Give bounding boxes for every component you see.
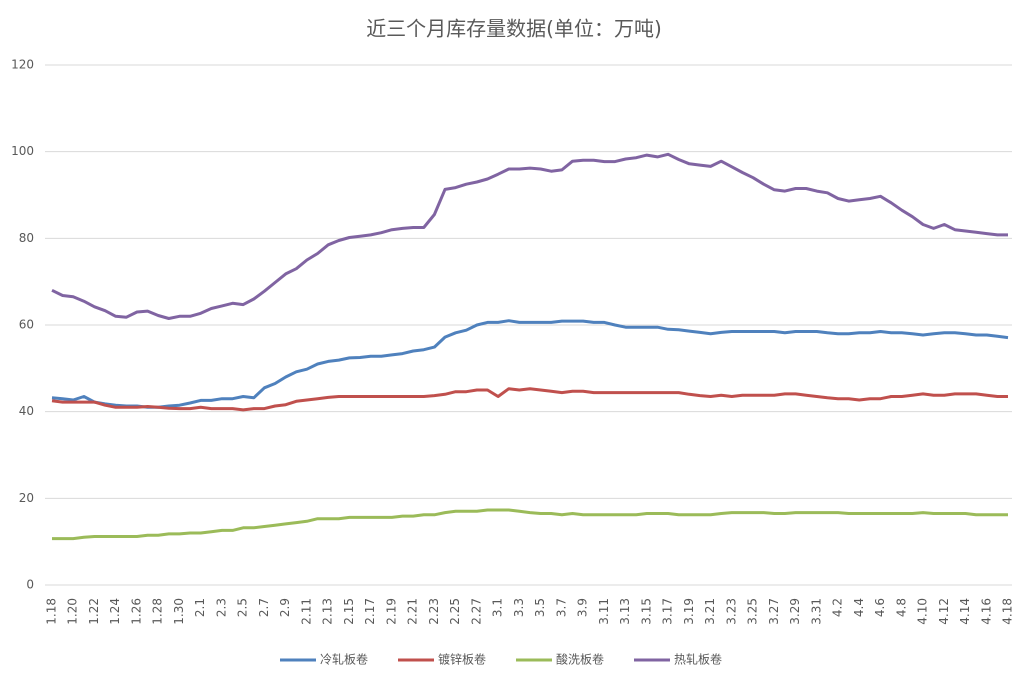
x-tick-label: 3.13 bbox=[618, 598, 632, 625]
x-tick-label: 3.21 bbox=[703, 598, 717, 625]
x-tick-label: 2.9 bbox=[278, 598, 292, 617]
x-tick-label: 3.29 bbox=[788, 598, 802, 625]
x-tick-label: 3.15 bbox=[639, 598, 653, 625]
x-tick-label: 4.14 bbox=[958, 598, 972, 625]
x-tick-label: 1.30 bbox=[172, 598, 186, 625]
series-line bbox=[52, 508, 1008, 541]
x-tick-label: 4.18 bbox=[1001, 598, 1015, 625]
x-tick-label: 1.26 bbox=[129, 598, 143, 625]
series-line bbox=[51, 387, 1008, 412]
x-tick-label: 1.24 bbox=[108, 598, 122, 625]
x-tick-label: 2.25 bbox=[448, 598, 462, 625]
x-tick-label: 3.31 bbox=[809, 598, 823, 625]
x-tick-label: 4.16 bbox=[979, 598, 993, 625]
x-tick-label: 2.11 bbox=[299, 598, 313, 625]
x-tick-label: 4.4 bbox=[852, 598, 866, 617]
legend-label: 酸洗板卷 bbox=[556, 652, 604, 667]
y-tick-label: 20 bbox=[19, 491, 34, 505]
x-tick-label: 4.8 bbox=[894, 598, 908, 617]
x-tick-label: 4.10 bbox=[916, 598, 930, 625]
x-tick-label: 2.23 bbox=[427, 598, 441, 625]
chart-title: 近三个月库存量数据(单位：万吨) bbox=[366, 17, 662, 41]
y-tick-label: 120 bbox=[11, 58, 34, 72]
x-tick-label: 1.22 bbox=[87, 598, 101, 625]
x-tick-label: 2.19 bbox=[384, 598, 398, 625]
x-tick-label: 2.1 bbox=[193, 598, 207, 617]
x-tick-label: 2.13 bbox=[321, 598, 335, 625]
x-tick-label: 2.17 bbox=[363, 598, 377, 625]
x-tick-label: 3.5 bbox=[533, 598, 547, 617]
x-tick-label: 2.21 bbox=[406, 598, 420, 625]
y-tick-label: 0 bbox=[26, 578, 34, 592]
x-tick-label: 3.27 bbox=[767, 598, 781, 625]
x-tick-label: 3.7 bbox=[554, 598, 568, 617]
x-tick-label: 3.3 bbox=[512, 598, 526, 617]
x-tick-label: 2.7 bbox=[257, 598, 271, 617]
x-tick-label: 4.2 bbox=[831, 598, 845, 617]
x-tick-label: 3.25 bbox=[746, 598, 760, 625]
x-tick-label: 4.6 bbox=[873, 598, 887, 617]
y-tick-label: 80 bbox=[19, 231, 34, 245]
legend-label: 镀锌板卷 bbox=[438, 652, 486, 667]
x-tick-label: 2.15 bbox=[342, 598, 356, 625]
y-tick-label: 100 bbox=[11, 144, 34, 158]
x-tick-label: 3.19 bbox=[682, 598, 696, 625]
x-tick-label: 1.20 bbox=[66, 598, 80, 625]
x-tick-label: 3.9 bbox=[576, 598, 590, 617]
x-tick-label: 3.11 bbox=[597, 598, 611, 625]
x-tick-label: 3.23 bbox=[724, 598, 738, 625]
x-tick-label: 4.12 bbox=[937, 598, 951, 625]
y-tick-label: 40 bbox=[19, 404, 34, 418]
series-line bbox=[51, 319, 1009, 409]
series-line bbox=[51, 152, 1008, 320]
y-tick-label: 60 bbox=[19, 318, 34, 332]
legend-label: 热轧板卷 bbox=[674, 652, 722, 667]
x-tick-label: 2.3 bbox=[214, 598, 228, 617]
x-tick-label: 2.27 bbox=[469, 598, 483, 625]
x-tick-label: 1.28 bbox=[151, 598, 165, 625]
x-tick-label: 3.1 bbox=[491, 598, 505, 617]
x-tick-label: 1.18 bbox=[45, 598, 59, 625]
legend-label: 冷轧板卷 bbox=[320, 652, 368, 667]
x-tick-label: 3.17 bbox=[661, 598, 675, 625]
x-tick-label: 2.5 bbox=[236, 598, 250, 617]
